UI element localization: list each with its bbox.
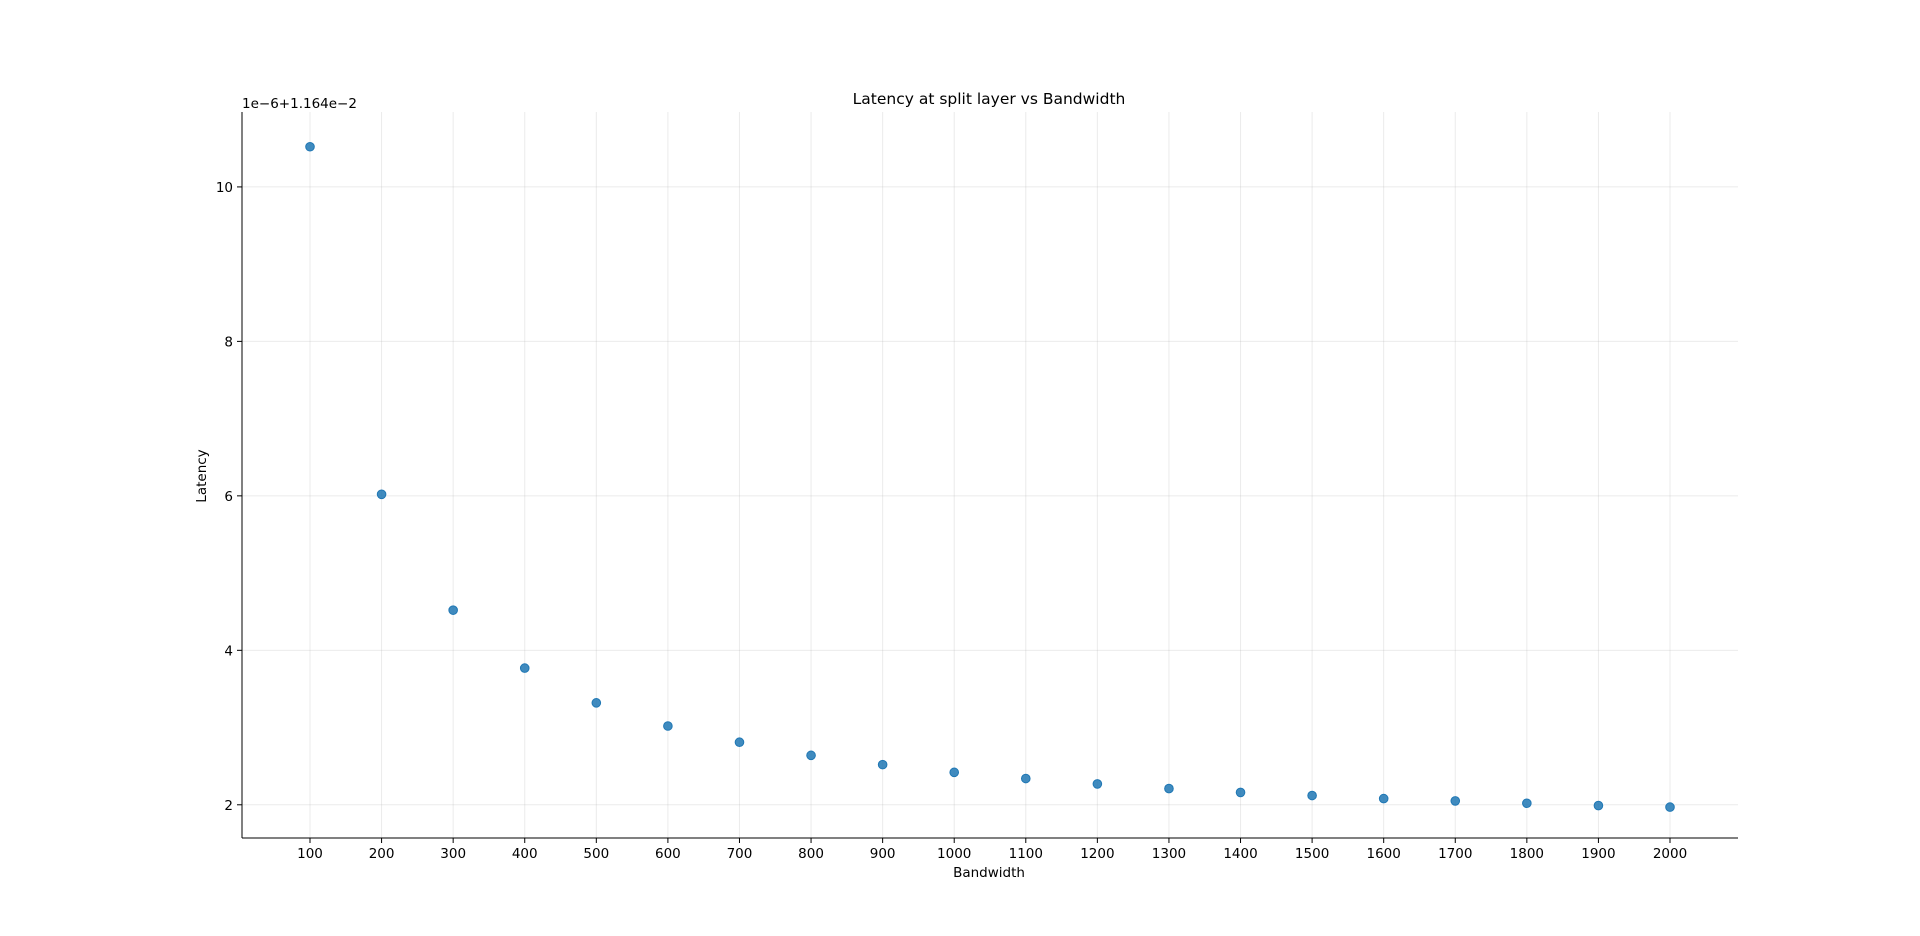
data-point (591, 698, 602, 708)
x-tick-label: 1100 (1009, 846, 1043, 862)
data-point (877, 759, 888, 770)
data-point (949, 767, 960, 778)
data-point (305, 141, 315, 152)
data-point (1092, 779, 1103, 789)
x-tick-label: 1400 (1223, 846, 1257, 862)
x-tick-label: 600 (655, 846, 681, 862)
x-tick-label: 900 (870, 846, 896, 862)
x-tick-label: 1600 (1367, 846, 1401, 862)
data-point (1522, 798, 1532, 809)
y-tick-label: 8 (224, 334, 233, 350)
data-point (376, 489, 387, 500)
data-point (1020, 773, 1031, 784)
data-point (1593, 800, 1604, 811)
x-tick-label: 1000 (937, 846, 971, 862)
data-point (519, 663, 530, 673)
x-axis-ticks: 100 200 300 400 500 600 700 800 900 1000 1100 1200 1… (297, 838, 1687, 862)
x-tick-label: 1700 (1438, 846, 1472, 862)
data-point (1164, 783, 1174, 794)
data-point (734, 737, 745, 748)
x-tick-label: 2000 (1653, 846, 1687, 862)
x-axis-label: Bandwidth (953, 865, 1025, 881)
x-tick-label: 400 (512, 846, 538, 862)
y-offset-label: 1e−6+1.164e−2 (242, 96, 357, 112)
x-tick-label: 500 (583, 846, 609, 862)
x-tick-label: 800 (798, 846, 824, 862)
x-tick-label: 1900 (1581, 846, 1615, 862)
x-tick-label: 1300 (1152, 846, 1186, 862)
data-point (1450, 796, 1461, 806)
data-point (663, 721, 673, 731)
x-tick-label: 1500 (1295, 846, 1329, 862)
data-point (448, 605, 458, 615)
data-point (806, 750, 816, 761)
x-tick-label: 200 (369, 846, 395, 862)
data-points (305, 141, 1675, 812)
data-point (1665, 802, 1675, 812)
x-tick-label: 700 (727, 846, 753, 862)
data-point (1235, 787, 1246, 798)
x-tick-label: 1800 (1510, 846, 1544, 862)
axes (241, 112, 1738, 839)
x-tick-label: 1200 (1080, 846, 1114, 862)
y-axis-label: Latency (194, 449, 210, 502)
data-point (1307, 790, 1317, 801)
grid (242, 112, 1738, 838)
y-axis-ticks: 2 4 6 8 10 (216, 180, 242, 814)
y-tick-label: 10 (216, 180, 233, 196)
data-point (1378, 793, 1389, 804)
y-tick-label: 2 (224, 798, 233, 814)
y-tick-label: 6 (224, 489, 233, 505)
chart-title: Latency at split layer vs Bandwidth (853, 90, 1126, 108)
x-tick-label: 100 (297, 846, 323, 862)
y-tick-label: 4 (224, 643, 233, 659)
x-tick-label: 300 (440, 846, 466, 862)
